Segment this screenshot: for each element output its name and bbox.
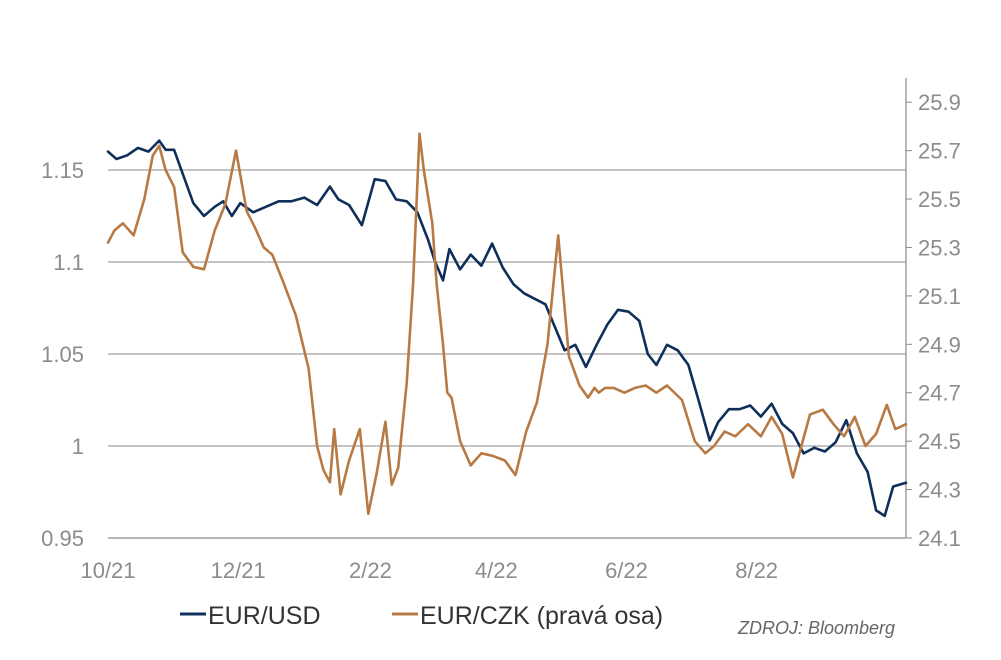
x-tick-label: 10/21: [80, 558, 135, 583]
x-tick-label: 12/21: [211, 558, 266, 583]
right-tick-label: 25.5: [918, 187, 961, 212]
legend: EUR/USD EUR/CZK (pravá osa): [180, 602, 663, 630]
right-tick-label: 24.5: [918, 429, 961, 454]
x-tick-label: 6/22: [605, 558, 648, 583]
left-tick-label: 1.15: [41, 158, 84, 183]
legend-label-eurczk: EUR/CZK (pravá osa): [420, 602, 663, 630]
series-lines: [106, 132, 908, 518]
left-tick-label: 1: [72, 434, 84, 459]
gridlines: [108, 169, 906, 447]
right-tick-label: 25.7: [918, 139, 961, 164]
x-tick-label: 4/22: [475, 558, 518, 583]
series-line-eurusd: [106, 139, 908, 518]
left-tick-label: 1.1: [53, 250, 84, 275]
x-tick-label: 8/22: [735, 558, 778, 583]
source-note: ZDROJ: Bloomberg: [737, 618, 895, 638]
legend-label-eurusd: EUR/USD: [208, 602, 321, 630]
right-tick-label: 25.9: [918, 90, 961, 115]
right-tick-label: 25.1: [918, 284, 961, 309]
series-line-eurczk: [106, 132, 908, 516]
axes: [108, 78, 912, 539]
tick-labels: 0.95 1 1.05 1.1 1.15 24.1 24.3 24.5 24.7 24.9 25.1…: [41, 90, 961, 583]
right-tick-label: 24.1: [918, 526, 961, 551]
right-tick-label: 24.7: [918, 381, 961, 406]
right-tick-label: 25.3: [918, 235, 961, 260]
right-tick-label: 24.9: [918, 332, 961, 357]
left-tick-label: 0.95: [41, 526, 84, 551]
left-tick-label: 1.05: [41, 342, 84, 367]
x-tick-label: 2/22: [349, 558, 392, 583]
right-tick-label: 24.3: [918, 478, 961, 503]
